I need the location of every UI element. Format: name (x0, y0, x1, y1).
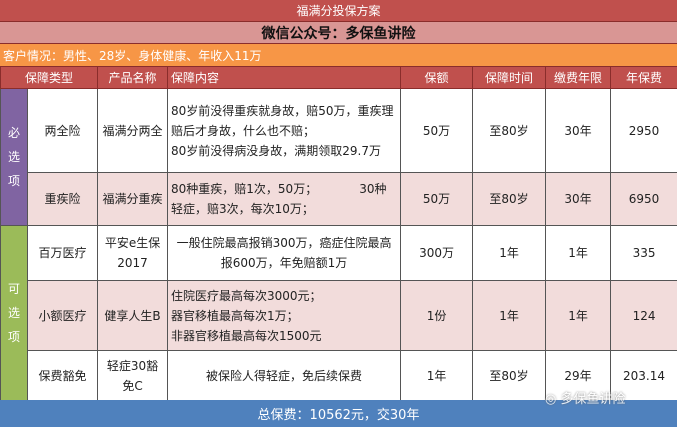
wechat-icon: ◎ (545, 392, 561, 407)
header-term: 保障时间 (472, 66, 547, 89)
customer-info: 客户情况：男性、28岁、身体健康、年收入11万 (0, 44, 677, 66)
cell-type: 重疾险 (26, 172, 99, 226)
cell-product: 健享人生B (97, 280, 169, 351)
header-content: 保障内容 (167, 66, 402, 89)
cell-product: 平安e生保2017 (97, 225, 169, 281)
total-premium: 总保费：10562元，交30年 (0, 400, 677, 427)
cell-product: 福满分两全 (97, 88, 169, 173)
plan-table: 保障类型 产品名称 保障内容 保额 保障时间 缴费年限 年保费 必选项 两全险 … (0, 66, 677, 401)
content-line: 80岁前没得病没身故，满期领取29.7万 (171, 143, 382, 158)
subtitle: 微信公众号：多保鱼讲险 (0, 22, 677, 44)
cell-premium: 335 (610, 225, 677, 281)
group-optional: 可选项 (0, 225, 28, 401)
cell-type: 两全险 (26, 88, 99, 173)
cell-term: 1年 (472, 225, 547, 281)
cell-content: 80岁前没得重疾就身故，赔50万，重疾理赔后才身故，什么也不赔； 80岁前没得病没… (167, 88, 402, 173)
cell-term: 至80岁 (472, 172, 547, 226)
cell-premium: 2950 (610, 88, 677, 173)
header-type: 保障类型 (0, 66, 99, 89)
table-row: 必选项 两全险 福满分两全 80岁前没得重疾就身故，赔50万，重疾理赔后才身故，… (0, 88, 677, 226)
content-line: 非器官移植最高每次1500元 (171, 328, 322, 343)
table-row: 重疾险 福满分重疾 80种重疾，赔1次，50万； 30种轻症，赔3次，每次10万… (1, 172, 677, 226)
cell-pay: 1年 (545, 225, 612, 281)
watermark: ◎ 多保鱼讲险 (545, 388, 626, 407)
group-label: 可选项 (7, 282, 20, 344)
cell-amount: 50万 (400, 88, 474, 173)
table-header: 保障类型 产品名称 保障内容 保额 保障时间 缴费年限 年保费 (0, 66, 677, 89)
cell-content: 80种重疾，赔1次，50万； 30种轻症，赔3次，每次10万； (167, 172, 402, 226)
header-premium: 年保费 (610, 66, 677, 89)
content-line: 器官移植最高每次1万； (171, 308, 299, 323)
cell-type: 小额医疗 (26, 280, 99, 351)
cell-content: 住院医疗最高每次3000元； 器官移植最高每次1万； 非器官移植最高每次1500元 (167, 280, 402, 351)
table-row: 保费豁免 轻症30豁免C 被保险人得轻症，免后续保费 1年 至80岁 29年 2… (1, 350, 677, 401)
cell-content: 一般住院最高报销300万，癌症住院最高报600万，年免赔额1万 (167, 225, 402, 281)
table-row: 可选项 百万医疗 平安e生保2017 一般住院最高报销300万，癌症住院最高报6… (0, 225, 677, 401)
header-pay: 缴费年限 (545, 66, 612, 89)
cell-term: 至80岁 (472, 88, 547, 173)
watermark-text: 多保鱼讲险 (560, 392, 626, 407)
cell-product: 福满分重疾 (97, 172, 169, 226)
cell-amount: 1份 (400, 280, 474, 351)
cell-premium: 203.14 (610, 350, 677, 401)
cell-pay: 30年 (545, 172, 612, 226)
header-amount: 保额 (400, 66, 474, 89)
cell-premium: 6950 (610, 172, 677, 226)
cell-term: 1年 (472, 280, 547, 351)
cell-content: 被保险人得轻症，免后续保费 (167, 350, 402, 401)
cell-premium: 124 (610, 280, 677, 351)
group-required: 必选项 (0, 88, 28, 226)
group-label: 必选项 (7, 126, 20, 188)
cell-pay: 1年 (545, 280, 612, 351)
content-line: 80岁前没得重疾就身故，赔50万，重疾理赔后才身故，什么也不赔； (171, 103, 394, 138)
cell-product: 轻症30豁免C (97, 350, 169, 401)
cell-term: 至80岁 (472, 350, 547, 401)
content-line: 住院医疗最高每次3000元； (171, 288, 322, 303)
cell-type: 百万医疗 (26, 225, 99, 281)
page-title: 福满分投保方案 (0, 0, 677, 22)
header-product: 产品名称 (97, 66, 169, 89)
table-row: 小额医疗 健享人生B 住院医疗最高每次3000元； 器官移植最高每次1万； 非器官移… (1, 280, 677, 351)
cell-amount: 300万 (400, 225, 474, 281)
cell-type: 保费豁免 (26, 350, 99, 401)
cell-pay: 30年 (545, 88, 612, 173)
cell-amount: 50万 (400, 172, 474, 226)
cell-amount: 1年 (400, 350, 474, 401)
